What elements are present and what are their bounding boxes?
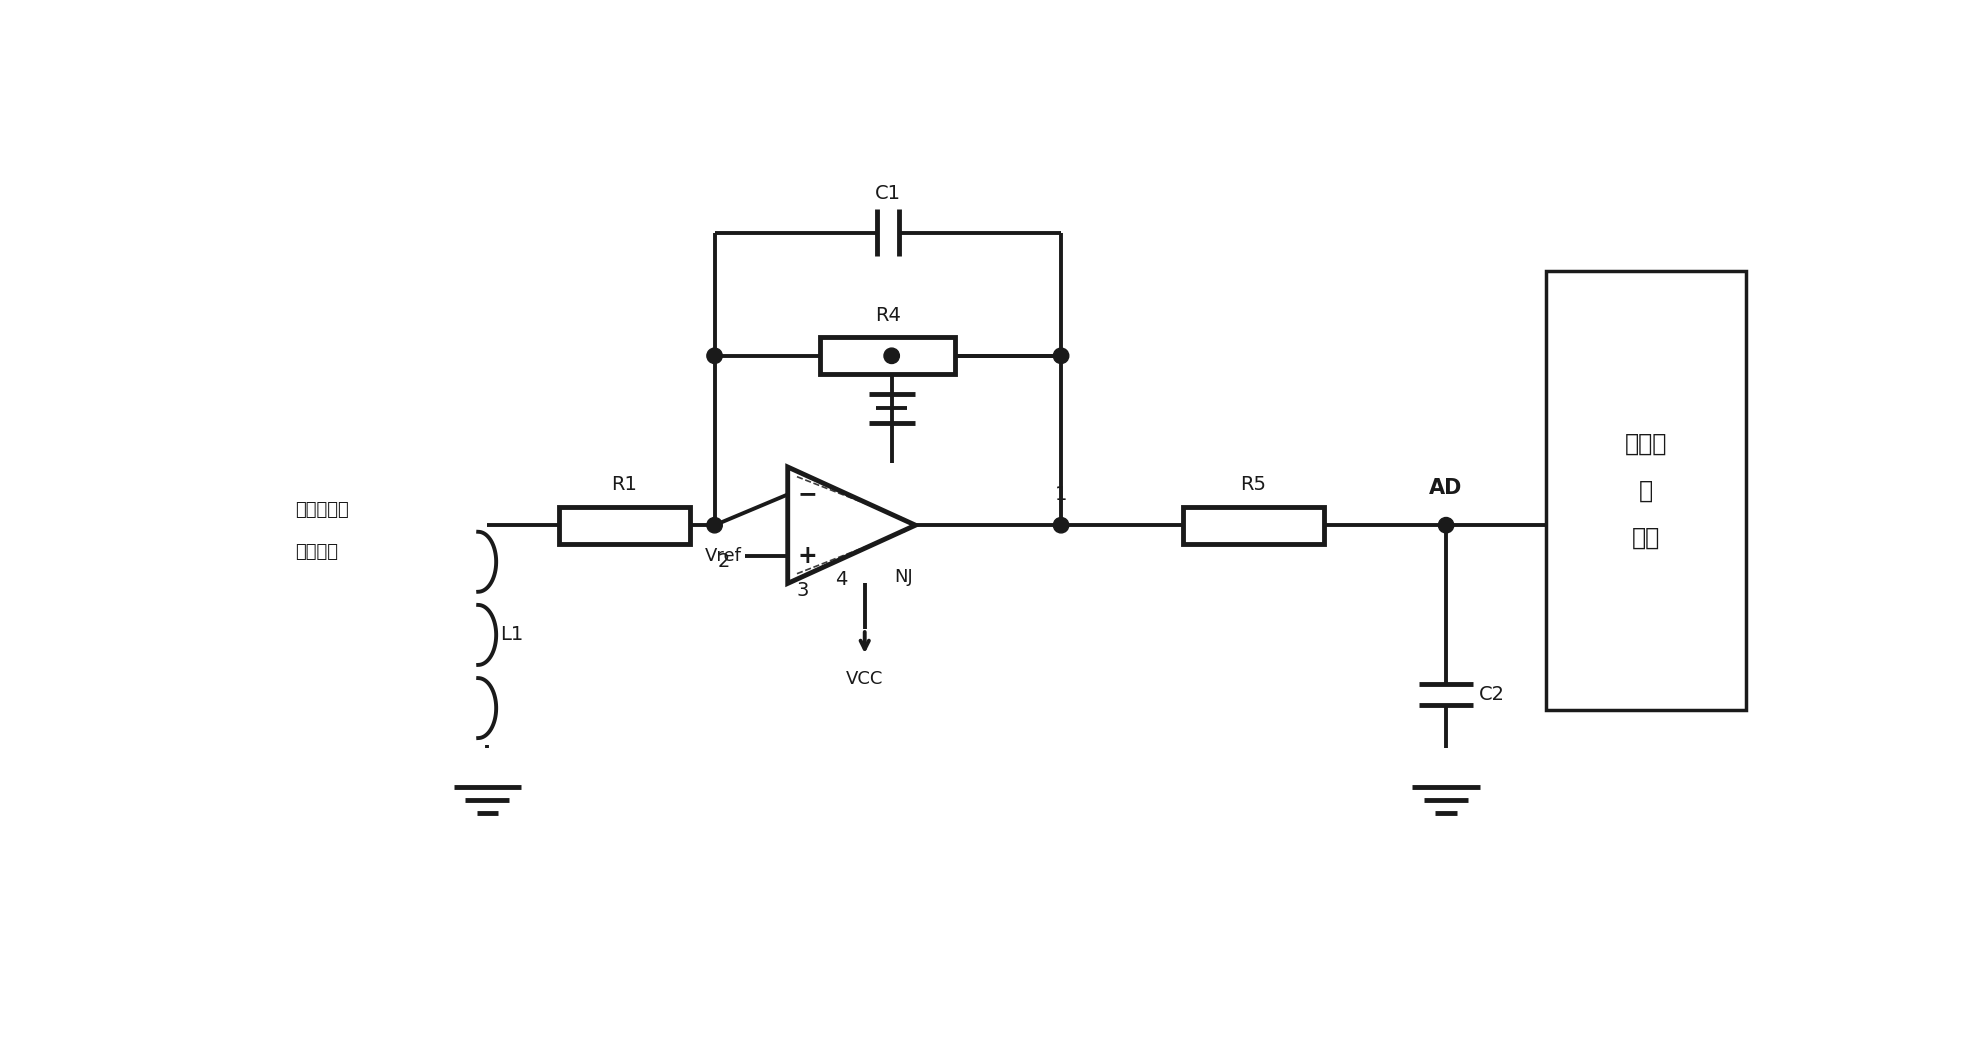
Text: 1: 1 (1055, 485, 1067, 503)
Text: 2: 2 (717, 552, 731, 571)
Text: 电流互感器: 电流互感器 (295, 501, 348, 519)
Text: R1: R1 (612, 475, 638, 494)
Text: 4: 4 (836, 570, 847, 589)
Text: R5: R5 (1239, 475, 1265, 494)
FancyBboxPatch shape (820, 337, 954, 374)
Circle shape (883, 348, 899, 364)
Text: VCC: VCC (845, 670, 883, 688)
Text: +: + (796, 544, 816, 568)
Text: C2: C2 (1477, 685, 1503, 704)
Text: 3: 3 (796, 580, 810, 600)
Text: AD: AD (1430, 478, 1461, 498)
Text: C1: C1 (875, 184, 901, 203)
Text: L1: L1 (499, 625, 523, 645)
Circle shape (1053, 518, 1069, 532)
FancyBboxPatch shape (1546, 271, 1746, 710)
Text: NJ: NJ (893, 568, 913, 586)
Text: 微处理
器
电路: 微处理 器 电路 (1624, 432, 1667, 549)
Circle shape (707, 518, 723, 532)
Circle shape (707, 348, 723, 364)
FancyBboxPatch shape (1182, 506, 1325, 544)
FancyBboxPatch shape (558, 506, 689, 544)
Text: Vref: Vref (705, 547, 741, 565)
Text: 二次线圈: 二次线圈 (295, 543, 339, 562)
Circle shape (1437, 518, 1453, 532)
Text: −: − (796, 483, 816, 506)
Text: R4: R4 (875, 306, 901, 324)
Circle shape (1053, 348, 1069, 364)
